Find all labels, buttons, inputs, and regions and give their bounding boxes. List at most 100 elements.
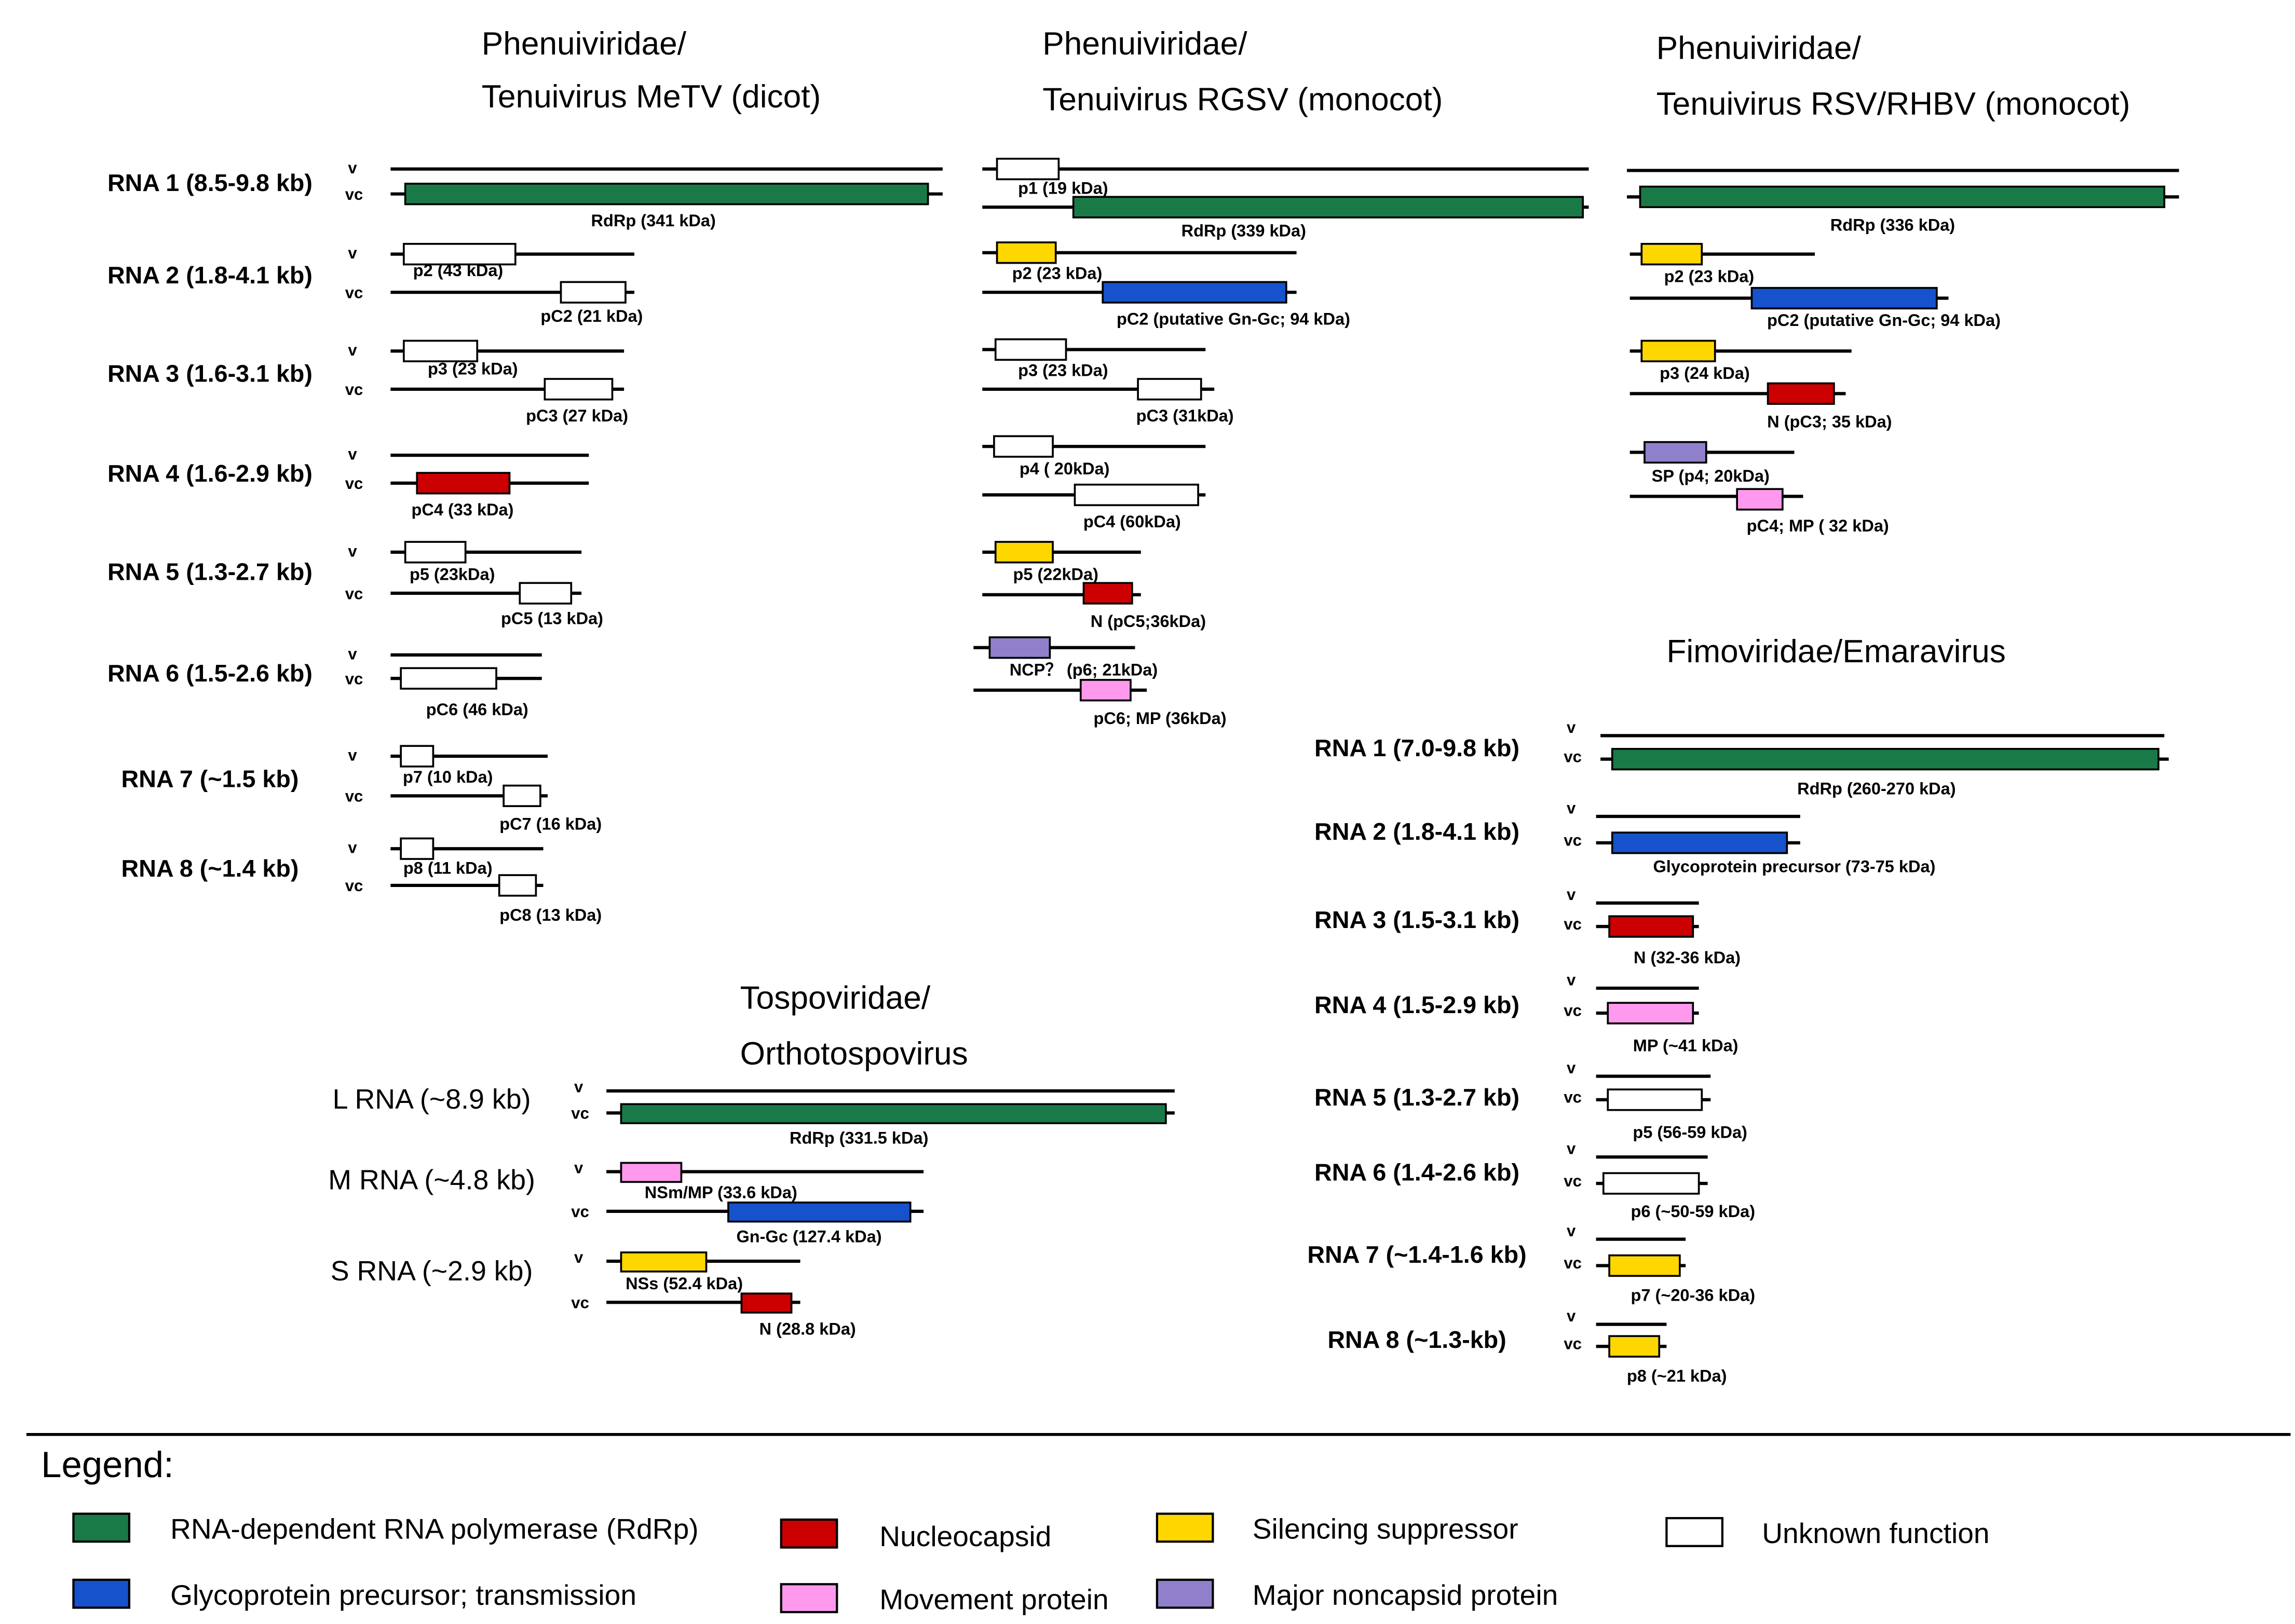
orf-label: pC4 (60kDa) <box>1083 512 1181 531</box>
orf-box-silencing <box>1608 1335 1661 1358</box>
strand-label-v: v <box>348 341 357 359</box>
orf-box-unknown <box>544 378 614 401</box>
rna-segment-label: S RNA (~2.9 kb) <box>331 1255 533 1287</box>
strand-label-vc: vc <box>345 185 363 203</box>
strand-label-vc: vc <box>345 670 363 688</box>
rna-segment-label: RNA 4 (1.5-2.9 kb) <box>1314 991 1519 1018</box>
orf-box-glycoprotein <box>727 1202 912 1223</box>
orf-label: SP (p4; 20kDa) <box>1652 467 1770 485</box>
legend-label: Movement protein <box>879 1583 1108 1615</box>
panel-title-rsv-line1: Phenuiviridae/ <box>1656 30 1862 66</box>
strand-label-v: v <box>348 159 357 177</box>
orf-box-unknown <box>403 243 517 266</box>
rna-segment-label: RNA 6 (1.5-2.6 kb) <box>107 660 313 687</box>
orf-label: RdRp (341 kDa) <box>591 211 716 230</box>
orf-box-silencing <box>1608 1254 1681 1277</box>
strand-label-v: v <box>574 1248 583 1266</box>
rna-segment-label: RNA 5 (1.3-2.7 kb) <box>107 558 313 585</box>
strand-label-vc: vc <box>1564 915 1582 933</box>
orf-box-silencing <box>1640 339 1716 362</box>
legend-label: Major noncapsid protein <box>1253 1579 1558 1611</box>
orf-label: p6 (~50-59 kDa) <box>1631 1202 1755 1221</box>
orf-label: p8 (~21 kDa) <box>1627 1367 1727 1385</box>
strand-label-vc: vc <box>571 1104 589 1123</box>
tospo-rna-2: M RNA (~4.8 kb) v vc NSm/MP (33.6 kDa) Gn-Gc… <box>328 1158 924 1246</box>
orf-label: p2 (23 kDa) <box>1012 264 1103 283</box>
strand-label-v: v <box>348 645 357 663</box>
legend-title: Legend: <box>41 1444 174 1485</box>
orf-box-nucleocapsid <box>740 1292 793 1314</box>
orf-box-movement <box>620 1162 683 1183</box>
orf-box-movement <box>1736 488 1784 511</box>
orf-box-nucleocapsid <box>1767 382 1835 405</box>
orf-box-noncapsid <box>1644 441 1707 464</box>
metv-rna-7: RNA 7 (~1.5 kb) v vc p7 (10 kDa) pC7 (16 kDa… <box>121 745 602 833</box>
metv-rna-4: RNA 4 (1.6-2.9 kb) v vc pC4 (33 kDa) <box>107 445 589 519</box>
orf-label: pC2 (putative Gn-Gc; 94 kDa) <box>1767 311 2001 330</box>
strand-label-vc: vc <box>1564 1254 1582 1272</box>
emara-rna-6: RNA 6 (1.4-2.6 kb) v vc p6 (~50-59 kDa) <box>1314 1140 1755 1221</box>
orf-box-unknown <box>1074 483 1199 507</box>
orf-label: pC4; MP ( 32 kDa) <box>1747 516 1889 535</box>
strand-label-v: v <box>1567 1307 1576 1325</box>
panel-title-tospo-line1: Tospoviridae/ <box>740 980 931 1016</box>
orf-label: p5 (22kDa) <box>1013 565 1098 584</box>
orf-box-nucleocapsid <box>1082 582 1133 605</box>
emara-rna-2: RNA 2 (1.8-4.1 kb) v vc Glycoprotein precur… <box>1314 799 1935 876</box>
emara-rna-1: RNA 1 (7.0-9.8 kb) v vc RdRp (260-270 kDa) <box>1314 718 2169 798</box>
strand-label-v: v <box>1567 718 1576 736</box>
orf-label: pC3 (27 kDa) <box>526 406 628 425</box>
rna-segment-label: RNA 1 (8.5-9.8 kb) <box>107 169 313 196</box>
metv-rna-1: RNA 1 (8.5-9.8 kb) v vc RdRp (341 kDa) <box>107 159 943 230</box>
orf-label: p4 ( 20kDa) <box>1020 459 1110 478</box>
panel-title-emara: Fimoviridae/Emaravirus <box>1666 634 2005 670</box>
orf-box-unknown <box>519 582 573 605</box>
legend-label: RNA-dependent RNA polymerase (RdRp) <box>170 1513 699 1545</box>
orf-label: Gn-Gc (127.4 kDa) <box>736 1227 881 1246</box>
orf-box-unknown <box>994 338 1067 361</box>
strand-label-vc: vc <box>345 584 363 603</box>
strand-label-vc: vc <box>345 474 363 493</box>
strand-label-vc: vc <box>345 284 363 302</box>
orf-label: p8 (11 kDa) <box>403 858 493 877</box>
legend-item-unknown: Unknown function <box>1665 1517 1990 1549</box>
rna-segment-label: M RNA (~4.8 kb) <box>328 1164 535 1195</box>
rna-segment-label: RNA 6 (1.4-2.6 kb) <box>1314 1158 1519 1185</box>
strand-label-vc: vc <box>1564 1088 1582 1107</box>
orf-label: pC8 (13 kDa) <box>499 906 602 924</box>
panel-title-rgsv-line2: Tenuivirus RGSV (monocot) <box>1042 81 1443 117</box>
orf-box-glycoprotein <box>1611 831 1788 854</box>
orf-box-unknown <box>403 339 479 362</box>
strand-label-vc: vc <box>345 877 363 895</box>
orf-box-glycoprotein <box>1102 281 1287 304</box>
strand-label-v: v <box>574 1078 583 1096</box>
orf-label: p7 (10 kDa) <box>403 768 493 786</box>
strand-label-vc: vc <box>1564 831 1582 850</box>
orf-box-unknown <box>560 281 627 304</box>
orf-box-silencing <box>996 241 1057 264</box>
orf-box-movement <box>1607 1002 1694 1025</box>
strand-label-vc: vc <box>571 1294 589 1312</box>
orf-label: p3 (23 kDa) <box>1018 361 1108 379</box>
strand-label-v: v <box>348 445 357 463</box>
orf-box-rdrp <box>1072 196 1584 219</box>
rsv-panel: RdRp (336 kDa) p2 (23 kDa) pC2 (putative G… <box>1627 169 2179 535</box>
strand-label-v: v <box>1567 1222 1576 1240</box>
orf-box-rdrp <box>404 183 929 206</box>
tospo-rna-3: S RNA (~2.9 kb) v vc NSs (52.4 kDa) N (28.8 … <box>331 1248 856 1339</box>
orf-label: pC3 (31kDa) <box>1136 406 1234 425</box>
orf-box-unknown <box>400 745 434 768</box>
emara-rna-7: RNA 7 (~1.4-1.6 kb) v vc p7 (~20-36 kDa) <box>1307 1222 1755 1304</box>
strand-label-vc: vc <box>571 1203 589 1221</box>
emara-rna-5: RNA 5 (1.3-2.7 kb) v vc p5 (56-59 kDa) <box>1314 1059 1747 1141</box>
orf-label: NCP？ (p6; 21kDa) <box>1010 660 1158 679</box>
orf-label: p1 (19 kDa) <box>1018 179 1108 198</box>
legend-swatch-glycoprotein <box>72 1578 131 1609</box>
panel-title-rsv-line2: Tenuivirus RSV/RHBV (monocot) <box>1656 86 2130 122</box>
strand-label-v: v <box>348 542 357 560</box>
panel-title-rgsv-line1: Phenuiviridae/ <box>1042 26 1247 62</box>
legend-item-glycoprotein: Glycoprotein precursor; transmission <box>72 1578 636 1611</box>
metv-rna-8: RNA 8 (~1.4 kb) v vc p8 (11 kDa) pC8 (13 kDa… <box>121 837 602 924</box>
emara-rna-3: RNA 3 (1.5-3.1 kb) v vc N (32-36 kDa) <box>1314 885 1741 967</box>
